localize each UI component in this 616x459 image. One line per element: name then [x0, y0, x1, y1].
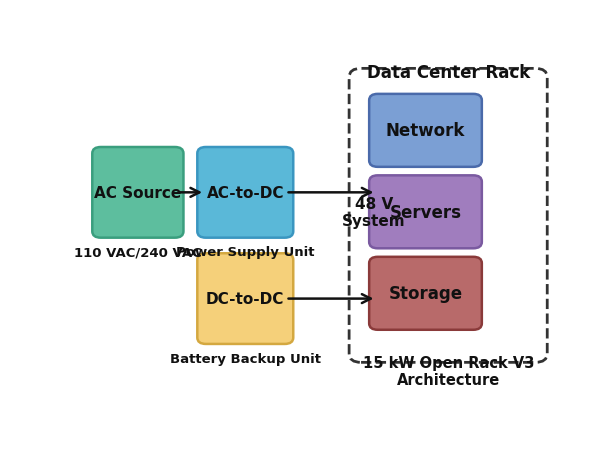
FancyBboxPatch shape	[369, 257, 482, 330]
Text: Network: Network	[386, 122, 465, 140]
Text: Storage: Storage	[389, 285, 463, 302]
Text: Power Supply Unit: Power Supply Unit	[176, 246, 315, 259]
Text: Battery Backup Unit: Battery Backup Unit	[170, 352, 321, 365]
Text: 15 kW Open Rack V3
Architecture: 15 kW Open Rack V3 Architecture	[363, 355, 534, 387]
FancyBboxPatch shape	[92, 148, 184, 238]
FancyBboxPatch shape	[369, 95, 482, 168]
Text: AC Source: AC Source	[94, 185, 182, 201]
Text: AC-to-DC: AC-to-DC	[206, 185, 284, 201]
FancyBboxPatch shape	[369, 176, 482, 249]
Text: 48 V
System: 48 V System	[342, 196, 405, 229]
Text: Data Center Rack: Data Center Rack	[367, 64, 530, 82]
FancyBboxPatch shape	[197, 254, 293, 344]
Text: 110 VAC/240 VAC: 110 VAC/240 VAC	[74, 246, 202, 259]
Text: Servers: Servers	[389, 203, 461, 221]
FancyBboxPatch shape	[197, 148, 293, 238]
Text: DC-to-DC: DC-to-DC	[206, 291, 285, 307]
